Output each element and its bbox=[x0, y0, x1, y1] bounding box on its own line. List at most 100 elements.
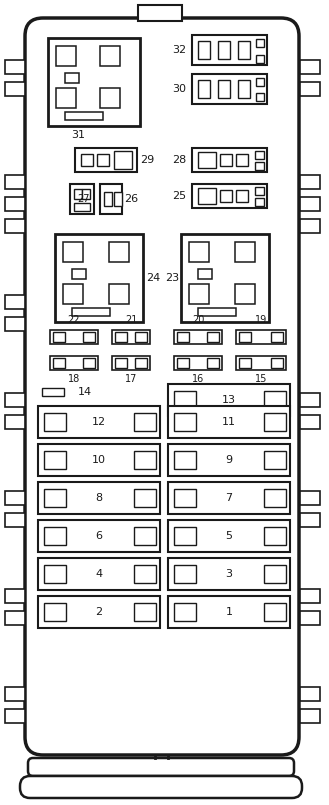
Bar bbox=[236, 356, 286, 370]
Bar bbox=[5, 393, 25, 407]
Bar bbox=[5, 219, 25, 233]
FancyBboxPatch shape bbox=[28, 758, 294, 776]
Bar bbox=[38, 558, 160, 590]
Bar bbox=[168, 596, 290, 628]
Bar bbox=[74, 189, 82, 199]
Bar bbox=[114, 192, 122, 206]
Bar bbox=[53, 358, 65, 368]
Bar bbox=[271, 358, 283, 368]
FancyBboxPatch shape bbox=[20, 776, 302, 798]
Bar bbox=[207, 358, 219, 368]
Text: 18: 18 bbox=[68, 374, 80, 384]
Bar bbox=[38, 482, 160, 514]
Text: 7: 7 bbox=[225, 493, 233, 503]
Bar bbox=[5, 295, 25, 309]
Bar bbox=[65, 73, 79, 83]
Bar bbox=[100, 46, 120, 66]
Bar bbox=[264, 527, 286, 545]
Text: 28: 28 bbox=[172, 155, 186, 165]
Bar bbox=[134, 451, 156, 469]
Bar bbox=[44, 451, 66, 469]
Text: 5: 5 bbox=[225, 531, 233, 541]
Bar bbox=[235, 284, 255, 304]
Bar bbox=[50, 356, 98, 370]
Bar bbox=[174, 565, 196, 583]
Bar bbox=[134, 413, 156, 431]
Bar bbox=[198, 269, 212, 279]
Bar bbox=[72, 269, 86, 279]
Bar bbox=[42, 388, 64, 396]
Bar bbox=[100, 184, 122, 214]
Bar bbox=[300, 513, 320, 527]
Bar bbox=[207, 332, 219, 342]
Bar bbox=[97, 154, 109, 166]
Bar bbox=[5, 197, 25, 211]
Bar bbox=[198, 80, 210, 98]
Bar bbox=[174, 391, 196, 409]
Bar bbox=[198, 41, 210, 59]
Bar bbox=[168, 406, 290, 438]
Bar bbox=[44, 413, 66, 431]
Bar bbox=[5, 589, 25, 603]
Bar bbox=[50, 330, 98, 344]
Bar bbox=[134, 527, 156, 545]
Bar bbox=[264, 489, 286, 507]
Bar bbox=[236, 330, 286, 344]
Bar bbox=[115, 358, 127, 368]
Bar bbox=[135, 358, 147, 368]
Bar bbox=[264, 603, 286, 621]
Bar bbox=[104, 192, 112, 206]
Bar bbox=[264, 451, 286, 469]
Bar bbox=[236, 154, 248, 166]
Bar bbox=[72, 308, 110, 316]
Bar bbox=[264, 391, 286, 409]
Text: 2: 2 bbox=[95, 607, 103, 617]
Text: 31: 31 bbox=[71, 130, 85, 140]
Text: 1: 1 bbox=[225, 607, 233, 617]
Bar bbox=[168, 558, 290, 590]
Bar bbox=[38, 406, 160, 438]
Bar bbox=[109, 242, 129, 262]
Text: 30: 30 bbox=[172, 84, 186, 94]
Text: 32: 32 bbox=[172, 45, 186, 55]
Bar bbox=[256, 78, 264, 86]
Bar bbox=[174, 527, 196, 545]
Text: 22: 22 bbox=[68, 315, 80, 325]
Bar bbox=[239, 332, 251, 342]
Bar bbox=[44, 489, 66, 507]
Text: 13: 13 bbox=[222, 395, 236, 405]
Bar bbox=[38, 444, 160, 476]
Text: 19: 19 bbox=[255, 315, 267, 325]
Bar bbox=[300, 82, 320, 96]
Bar bbox=[239, 358, 251, 368]
Bar bbox=[81, 154, 93, 166]
Text: 21: 21 bbox=[125, 315, 137, 325]
Bar bbox=[255, 198, 264, 206]
Bar bbox=[174, 603, 196, 621]
Bar bbox=[218, 80, 230, 98]
Text: 12: 12 bbox=[92, 417, 106, 427]
Bar bbox=[174, 330, 222, 344]
Bar bbox=[255, 151, 264, 159]
Bar bbox=[300, 60, 320, 74]
Bar bbox=[38, 596, 160, 628]
Text: 27: 27 bbox=[78, 194, 90, 204]
Text: 25: 25 bbox=[172, 191, 186, 201]
Bar bbox=[63, 242, 83, 262]
Bar bbox=[198, 308, 236, 316]
Text: 10: 10 bbox=[92, 455, 106, 465]
Bar bbox=[256, 39, 264, 47]
Bar bbox=[264, 565, 286, 583]
Bar bbox=[44, 565, 66, 583]
Text: 29: 29 bbox=[140, 155, 154, 165]
Bar bbox=[300, 415, 320, 429]
Bar bbox=[300, 491, 320, 505]
Bar bbox=[189, 284, 209, 304]
Bar bbox=[271, 332, 283, 342]
Text: 8: 8 bbox=[95, 493, 103, 503]
Bar bbox=[100, 88, 120, 108]
Bar bbox=[235, 242, 255, 262]
Bar bbox=[75, 148, 137, 172]
Bar bbox=[56, 88, 76, 108]
Bar bbox=[255, 187, 264, 195]
